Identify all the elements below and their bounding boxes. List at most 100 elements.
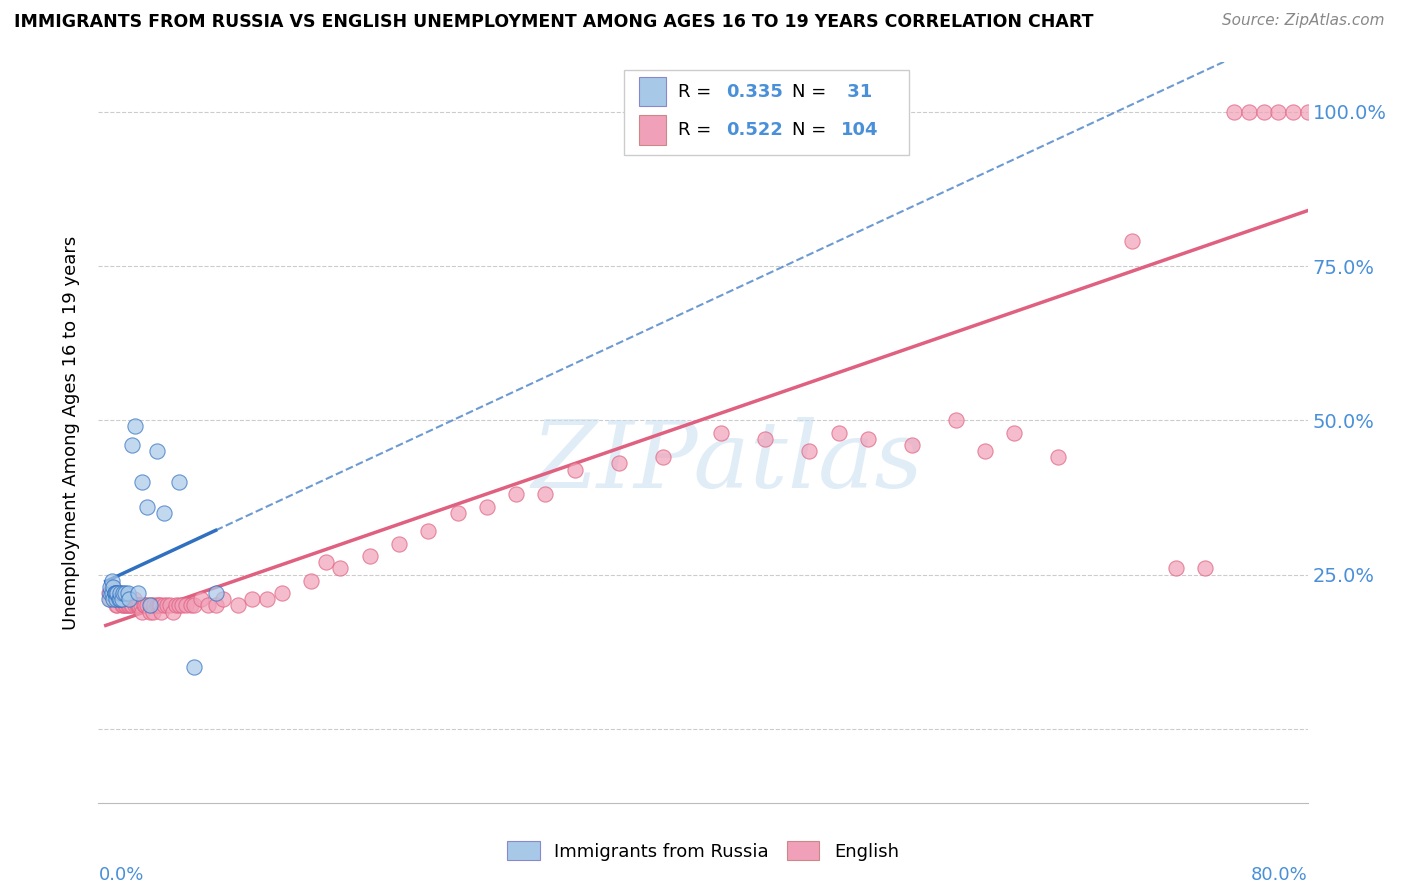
Point bbox=[120, 599, 142, 613]
Point bbox=[98, 586, 121, 600]
Point bbox=[114, 592, 136, 607]
Point bbox=[128, 599, 150, 613]
Point bbox=[856, 432, 879, 446]
Point bbox=[108, 586, 131, 600]
Point bbox=[1194, 561, 1216, 575]
Point bbox=[100, 580, 122, 594]
Point bbox=[127, 599, 149, 613]
Point bbox=[204, 586, 226, 600]
Point bbox=[1164, 561, 1187, 575]
Point bbox=[124, 599, 146, 613]
Point bbox=[107, 586, 129, 600]
Text: Source: ZipAtlas.com: Source: ZipAtlas.com bbox=[1222, 13, 1385, 29]
Point bbox=[153, 506, 176, 520]
Text: N =: N = bbox=[793, 121, 827, 139]
Point bbox=[101, 580, 124, 594]
Point bbox=[1296, 104, 1319, 119]
Text: IMMIGRANTS FROM RUSSIA VS ENGLISH UNEMPLOYMENT AMONG AGES 16 TO 19 YEARS CORRELA: IMMIGRANTS FROM RUSSIA VS ENGLISH UNEMPL… bbox=[14, 13, 1094, 31]
Point bbox=[100, 586, 122, 600]
Point bbox=[135, 500, 157, 514]
Point bbox=[240, 592, 263, 607]
Point bbox=[710, 425, 733, 440]
Point bbox=[134, 599, 156, 613]
Text: 104: 104 bbox=[841, 121, 879, 139]
Point bbox=[142, 605, 165, 619]
Point bbox=[103, 586, 125, 600]
Point bbox=[101, 592, 124, 607]
Legend: Immigrants from Russia, English: Immigrants from Russia, English bbox=[501, 834, 905, 868]
Point bbox=[974, 444, 997, 458]
Point bbox=[122, 592, 145, 607]
Point bbox=[204, 599, 226, 613]
Point bbox=[117, 586, 139, 600]
Text: ZIPatlas: ZIPatlas bbox=[531, 417, 924, 508]
Point bbox=[111, 599, 134, 613]
Point bbox=[107, 592, 129, 607]
Point bbox=[112, 592, 135, 607]
Point bbox=[100, 574, 122, 588]
Text: 0.335: 0.335 bbox=[725, 83, 783, 101]
Point bbox=[564, 462, 586, 476]
Point bbox=[111, 592, 134, 607]
Point bbox=[156, 599, 179, 613]
Point bbox=[165, 599, 187, 613]
Point bbox=[105, 599, 128, 613]
Point bbox=[103, 586, 125, 600]
Point bbox=[315, 555, 337, 569]
Point bbox=[107, 599, 129, 613]
Point bbox=[446, 506, 468, 520]
Point bbox=[112, 599, 135, 613]
Point bbox=[105, 592, 128, 607]
Point bbox=[103, 592, 125, 607]
Point bbox=[945, 413, 967, 427]
Y-axis label: Unemployment Among Ages 16 to 19 years: Unemployment Among Ages 16 to 19 years bbox=[62, 235, 80, 630]
Point bbox=[110, 592, 132, 607]
Point bbox=[146, 444, 169, 458]
FancyBboxPatch shape bbox=[638, 77, 665, 106]
Point bbox=[1004, 425, 1026, 440]
Point bbox=[1340, 104, 1362, 119]
Point bbox=[1369, 104, 1392, 119]
Text: R =: R = bbox=[678, 83, 717, 101]
FancyBboxPatch shape bbox=[638, 115, 665, 145]
Point bbox=[1355, 104, 1378, 119]
Point bbox=[135, 599, 157, 613]
Point bbox=[190, 592, 212, 607]
Point bbox=[141, 599, 163, 613]
Text: 80.0%: 80.0% bbox=[1251, 866, 1308, 884]
Point bbox=[112, 586, 135, 600]
Point bbox=[105, 586, 128, 600]
Point bbox=[149, 599, 172, 613]
Point bbox=[162, 605, 184, 619]
Point bbox=[97, 586, 120, 600]
Point bbox=[299, 574, 322, 588]
Point bbox=[108, 592, 131, 607]
Point bbox=[651, 450, 673, 465]
Point bbox=[176, 599, 198, 613]
Point bbox=[101, 586, 124, 600]
Point bbox=[1267, 104, 1289, 119]
Point bbox=[827, 425, 849, 440]
Point bbox=[1282, 104, 1305, 119]
Point bbox=[256, 592, 278, 607]
Point bbox=[125, 599, 148, 613]
Point bbox=[111, 592, 134, 607]
Point bbox=[418, 524, 440, 539]
Point bbox=[799, 444, 821, 458]
Point bbox=[100, 586, 122, 600]
Point bbox=[153, 599, 176, 613]
Point bbox=[1223, 104, 1246, 119]
Point bbox=[132, 599, 155, 613]
Point bbox=[118, 592, 141, 607]
Text: 31: 31 bbox=[841, 83, 872, 101]
Point bbox=[146, 599, 169, 613]
Point bbox=[1399, 104, 1406, 119]
Point bbox=[180, 599, 202, 613]
FancyBboxPatch shape bbox=[624, 70, 908, 155]
Point bbox=[114, 599, 136, 613]
Point bbox=[143, 599, 166, 613]
Point bbox=[212, 592, 235, 607]
Point bbox=[117, 592, 139, 607]
Text: N =: N = bbox=[793, 83, 827, 101]
Point bbox=[901, 438, 924, 452]
